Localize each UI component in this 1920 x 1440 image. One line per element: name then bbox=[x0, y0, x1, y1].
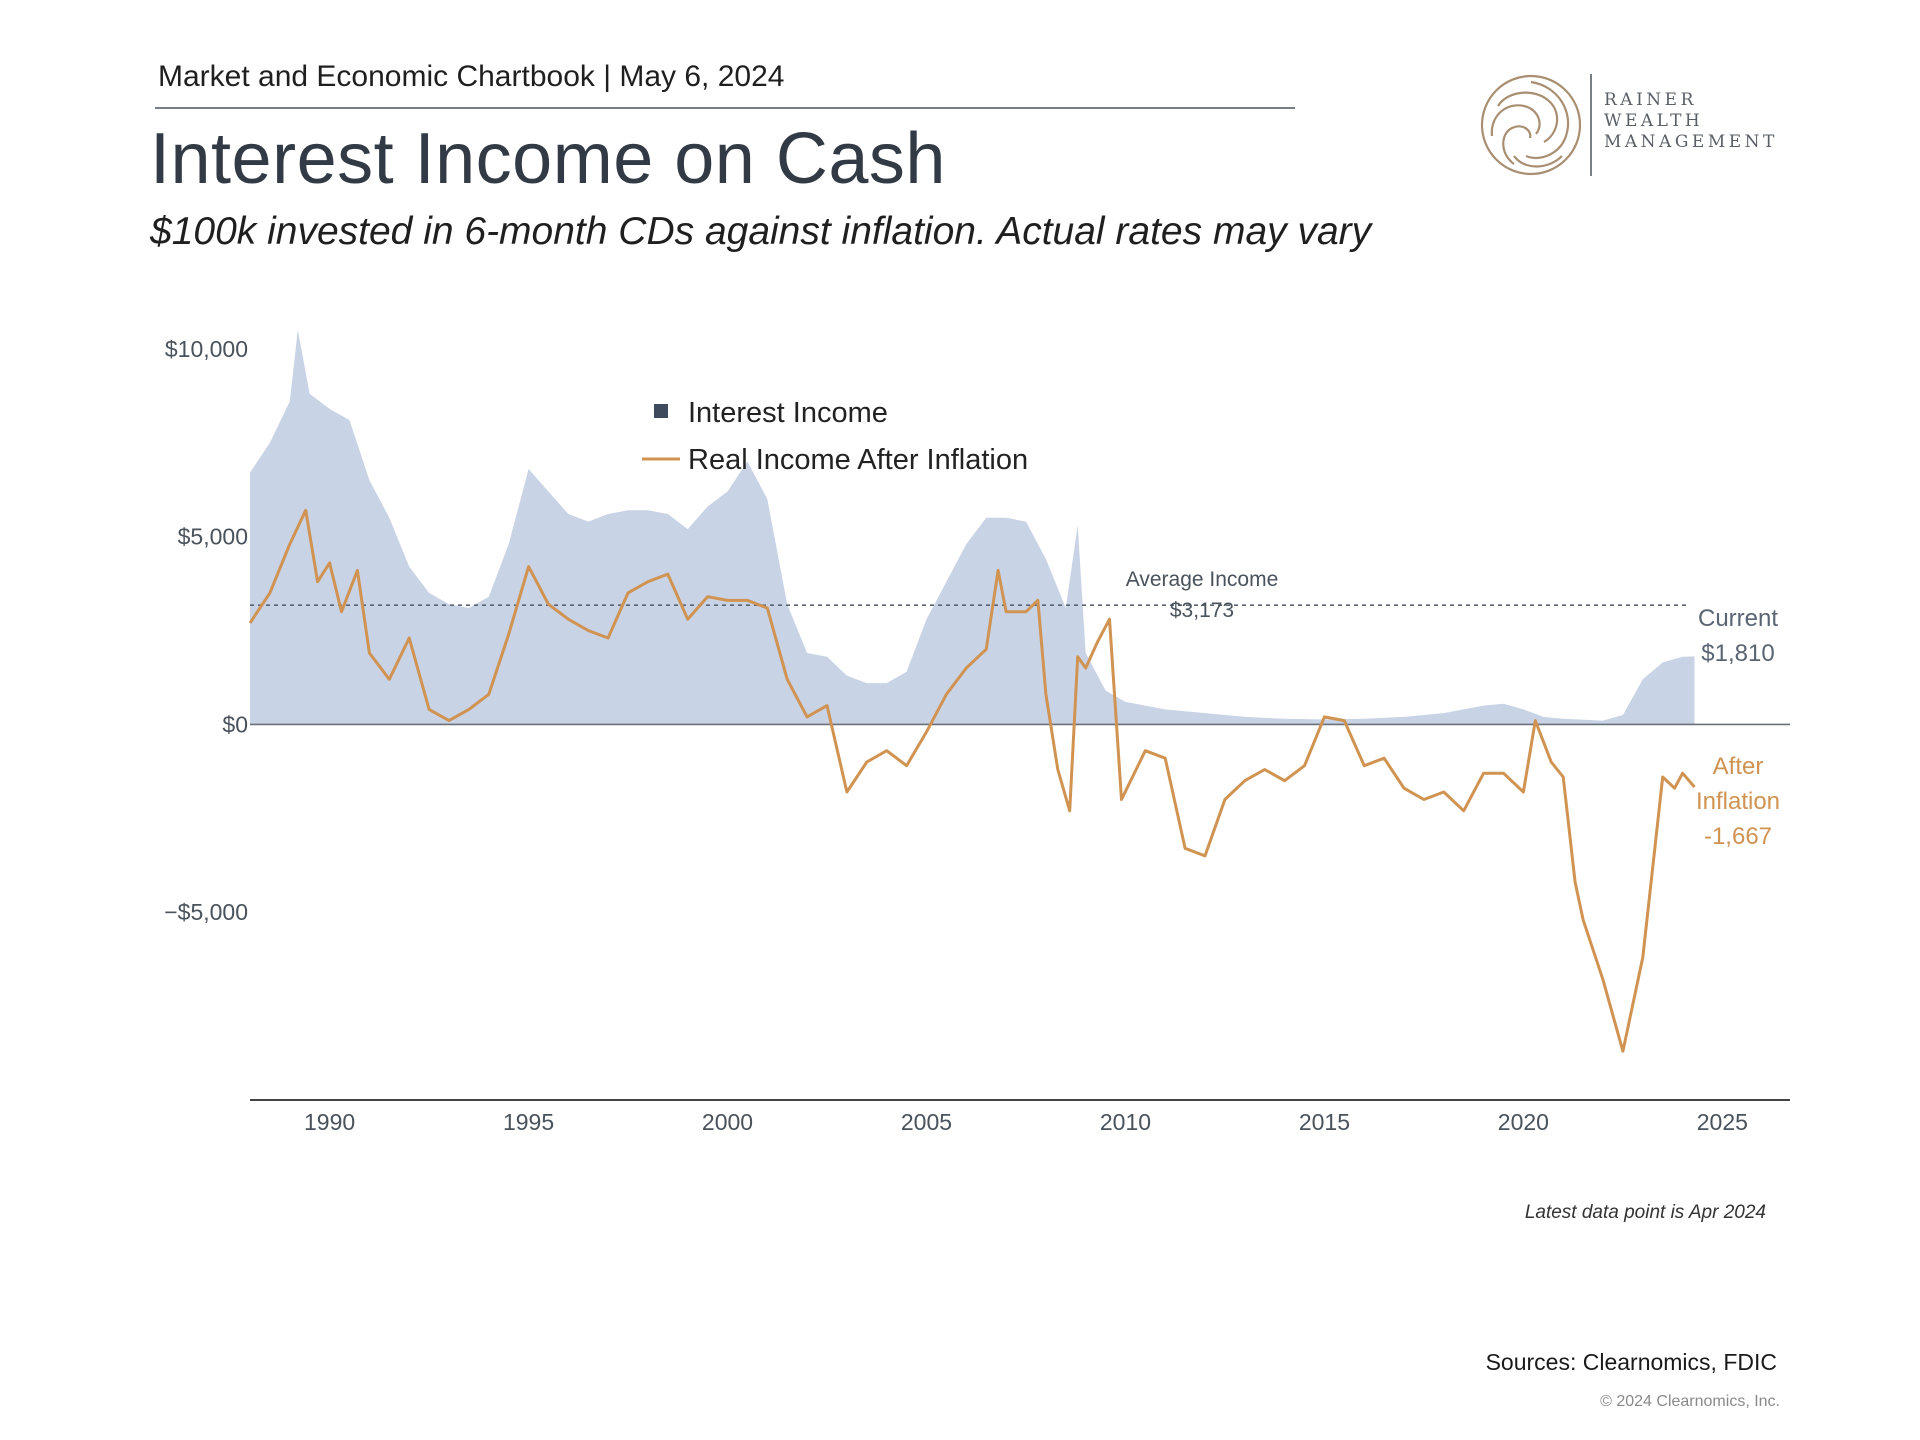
current-value: $1,810 bbox=[1701, 640, 1774, 667]
y-tick-label-1: $5,000 bbox=[178, 524, 248, 550]
x-tick-label-1: 1995 bbox=[503, 1109, 554, 1135]
legend: Interest Income Real Income After Inflat… bbox=[642, 397, 1028, 476]
brand-logo: RAINER WEALTH MANAGEMENT bbox=[1478, 72, 1778, 182]
x-axis-ticks: 1990 1995 2000 2005 2010 2015 2020 2025 bbox=[304, 1109, 1748, 1135]
logo-line-3: MANAGEMENT bbox=[1604, 132, 1778, 152]
y-tick-label-2: $0 bbox=[222, 711, 248, 737]
real-income-line bbox=[248, 508, 1696, 1053]
after-inflation-value: -1,667 bbox=[1704, 823, 1772, 850]
logo-line-2: WEALTH bbox=[1604, 111, 1704, 131]
logo-line-1: RAINER bbox=[1604, 90, 1697, 110]
header-divider bbox=[155, 107, 1295, 109]
copyright-note: © 2024 Clearnomics, Inc. bbox=[1600, 1393, 1780, 1410]
legend-interest-label: Interest Income bbox=[688, 397, 888, 429]
x-tick-label-4: 2010 bbox=[1100, 1109, 1151, 1135]
page-subtitle: $100k invested in 6-month CDs against in… bbox=[150, 210, 1372, 253]
x-tick-label-0: 1990 bbox=[304, 1109, 355, 1135]
logo-divider bbox=[1590, 74, 1592, 176]
x-tick-label-5: 2015 bbox=[1299, 1109, 1350, 1135]
page-title: Interest Income on Cash bbox=[150, 119, 946, 199]
legend-interest-marker bbox=[654, 404, 668, 418]
interest-income-area-layer bbox=[250, 330, 1695, 725]
average-income-label: Average Income bbox=[1126, 568, 1279, 591]
x-tick-label-7: 2025 bbox=[1697, 1109, 1748, 1135]
header-kicker: Market and Economic Chartbook | May 6, 2… bbox=[158, 60, 785, 93]
x-tick-label-3: 2005 bbox=[901, 1109, 952, 1135]
y-tick-label-3: −$5,000 bbox=[164, 899, 248, 925]
y-axis-ticks: $10,000 $5,000 $0 −$5,000 bbox=[164, 336, 248, 925]
legend-real-label: Real Income After Inflation bbox=[688, 444, 1028, 476]
swirl-logo-icon bbox=[1480, 74, 1582, 176]
sources-note: Sources: Clearnomics, FDIC bbox=[1485, 1349, 1777, 1375]
interest-income-area bbox=[250, 330, 1695, 725]
average-income-value: $3,173 bbox=[1170, 599, 1234, 622]
after-inflation-label-2: Inflation bbox=[1696, 788, 1780, 815]
y-tick-label-0: $10,000 bbox=[165, 336, 248, 362]
x-tick-label-6: 2020 bbox=[1498, 1109, 1549, 1135]
logo-wordmark: RAINER WEALTH MANAGEMENT bbox=[1604, 90, 1778, 153]
current-label: Current bbox=[1698, 605, 1778, 632]
x-tick-label-2: 2000 bbox=[702, 1109, 753, 1135]
latest-data-note: Latest data point is Apr 2024 bbox=[1525, 1202, 1766, 1223]
after-inflation-label-1: After bbox=[1713, 753, 1764, 780]
